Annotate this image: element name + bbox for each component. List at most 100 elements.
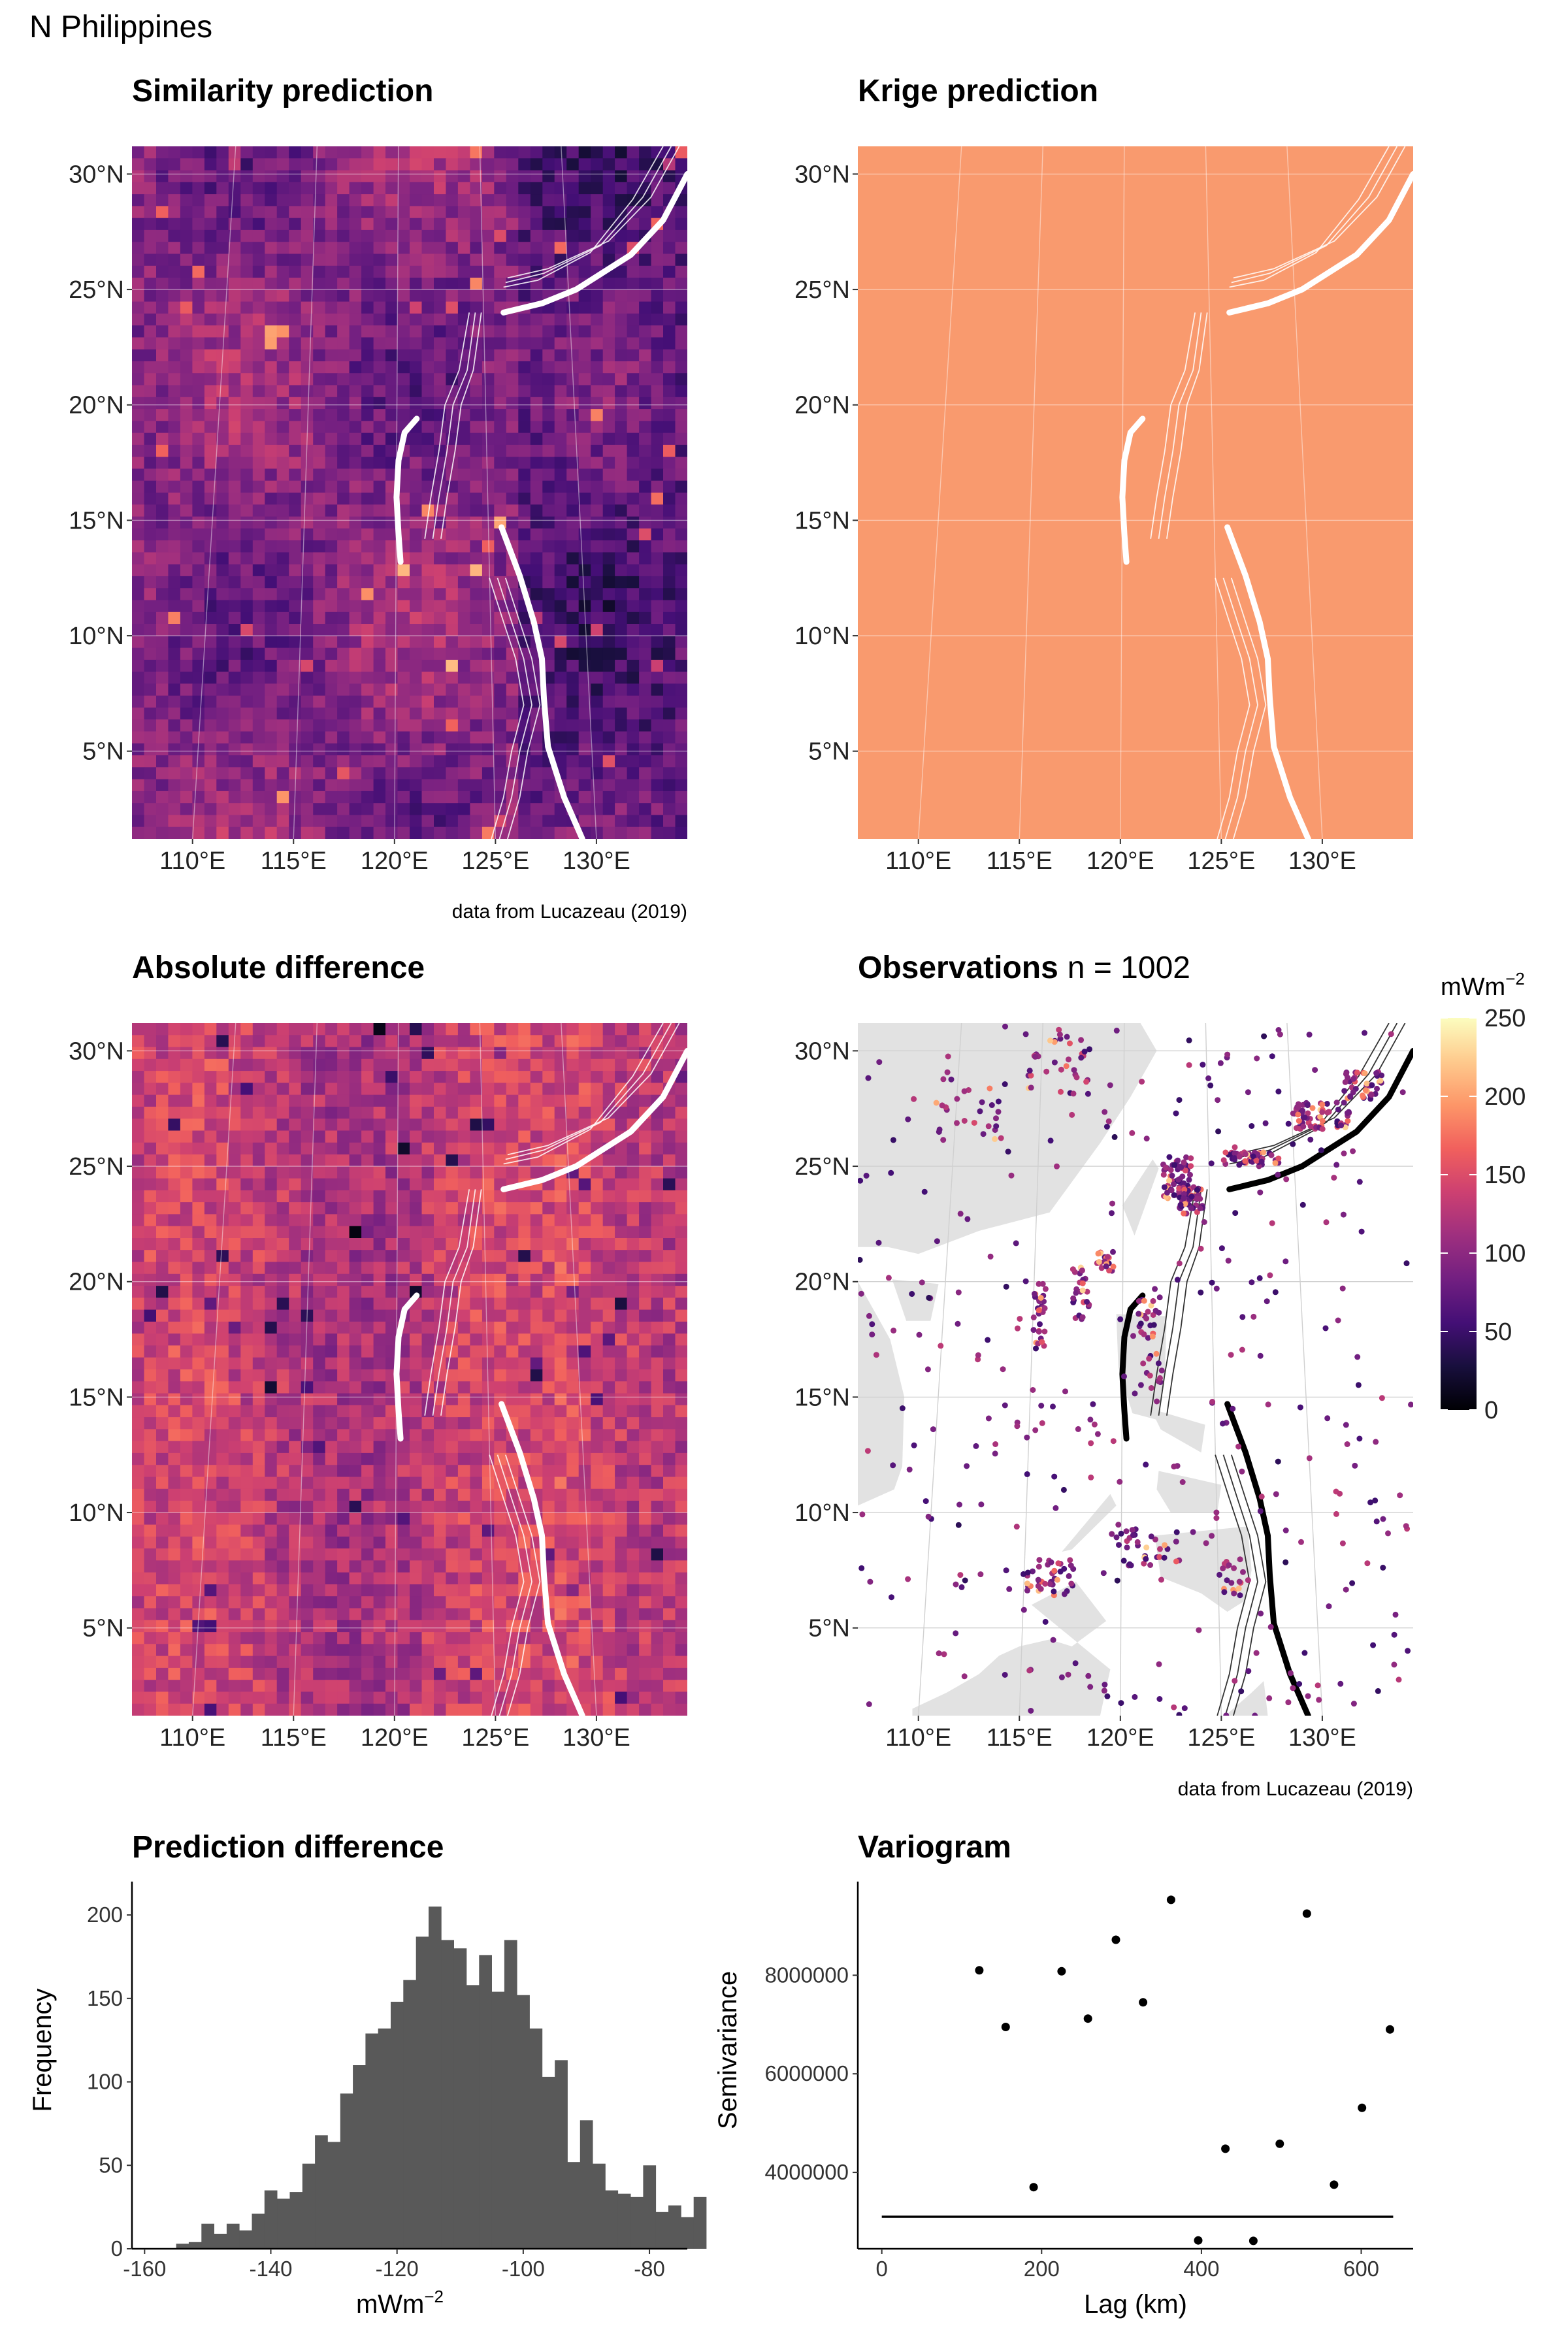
raster-cell: [627, 636, 640, 649]
raster-cell: [204, 1405, 217, 1418]
raster-cell: [542, 1369, 555, 1382]
raster-cell: [470, 600, 483, 613]
raster-cell: [663, 1130, 676, 1143]
raster-cell: [421, 815, 434, 828]
raster-cell: [240, 1154, 253, 1167]
raster-cell: [421, 1488, 434, 1501]
raster-cell: [265, 1202, 278, 1215]
raster-cell: [554, 719, 567, 732]
raster-cell: [168, 1393, 181, 1406]
raster-cell: [385, 1429, 399, 1442]
raster-cell: [325, 731, 338, 744]
raster-cell: [434, 1405, 447, 1418]
raster-cell: [482, 636, 495, 649]
raster-cell: [228, 564, 241, 577]
raster-cell: [542, 1321, 555, 1334]
raster-cell: [132, 1262, 145, 1275]
raster-cell: [168, 468, 181, 482]
raster-cell: [252, 1058, 265, 1071]
raster-cell: [627, 1429, 640, 1442]
raster-cell: [337, 1202, 350, 1215]
raster-cell: [252, 1286, 265, 1298]
raster-cell: [168, 624, 181, 636]
raster-cell: [216, 719, 229, 732]
raster-cell: [421, 457, 434, 470]
raster-cell: [144, 612, 157, 625]
raster-cell: [385, 791, 399, 804]
raster-cell: [566, 397, 580, 410]
raster-cell: [144, 1262, 157, 1275]
raster-cell: [639, 1465, 652, 1478]
raster-cell: [228, 218, 241, 231]
raster-cell: [602, 1154, 615, 1167]
raster-cell: [252, 206, 265, 219]
raster-cell: [446, 1178, 459, 1191]
raster-cell: [566, 1214, 580, 1227]
raster-cell: [349, 516, 362, 529]
raster-cell: [252, 218, 265, 231]
raster-cell: [542, 229, 555, 242]
raster-cell: [216, 755, 229, 768]
raster-cell: [252, 158, 265, 171]
raster-cell: [349, 1226, 362, 1239]
raster-cell: [482, 779, 495, 792]
raster-cell: [397, 1071, 410, 1083]
raster-cell: [325, 636, 338, 649]
raster-cell: [675, 1452, 687, 1465]
raster-cell: [168, 253, 181, 267]
raster-cell: [276, 170, 289, 183]
raster-cell: [192, 1321, 205, 1334]
raster-cell: [385, 659, 399, 672]
raster-cell: [156, 493, 169, 505]
raster-cell: [615, 1178, 628, 1191]
raster-cell: [410, 385, 423, 398]
raster-cell: [325, 540, 338, 553]
raster-cell: [252, 1094, 265, 1107]
raster-cell: [518, 337, 531, 350]
raster-cell: [204, 397, 217, 410]
raster-cell: [361, 1584, 374, 1597]
raster-cell: [276, 1488, 289, 1501]
raster-cell: [434, 146, 447, 159]
raster-cell: [132, 289, 145, 302]
raster-cell: [192, 683, 205, 696]
raster-cell: [144, 1417, 157, 1429]
raster-cell: [663, 1333, 676, 1347]
raster-cell: [313, 1393, 326, 1406]
raster-cell: [325, 708, 338, 720]
raster-cell: [216, 1381, 229, 1394]
raster-cell: [192, 1142, 205, 1155]
raster-cell: [578, 1584, 591, 1597]
raster-cell: [337, 695, 350, 708]
raster-cell: [361, 612, 374, 625]
raster-cell: [651, 564, 664, 577]
raster-cell: [591, 636, 604, 649]
raster-cell: [494, 719, 507, 732]
raster-cell: [325, 253, 338, 267]
raster-cell: [265, 325, 278, 338]
raster-cell: [615, 1405, 628, 1418]
raster-cell: [337, 1190, 350, 1203]
raster-cell: [349, 1273, 362, 1286]
raster-cell: [421, 1023, 434, 1036]
raster-cell: [518, 1286, 531, 1298]
raster-cell: [132, 421, 145, 434]
raster-cell: [518, 1023, 531, 1036]
raster-cell: [542, 325, 555, 338]
raster-cell: [518, 397, 531, 410]
raster-cell: [168, 170, 181, 183]
raster-cell: [397, 242, 410, 255]
raster-cell: [518, 803, 531, 816]
raster-cell: [325, 504, 338, 517]
raster-cell: [192, 493, 205, 505]
raster-cell: [457, 170, 470, 183]
raster-cell: [446, 1560, 459, 1573]
raster-cell: [216, 1572, 229, 1585]
raster-cell: [651, 504, 664, 517]
raster-cell: [506, 146, 519, 159]
raster-cell: [132, 1190, 145, 1203]
raster-cell: [421, 1405, 434, 1418]
raster-cell: [216, 1178, 229, 1191]
raster-cell: [602, 1333, 615, 1347]
raster-cell: [434, 1083, 447, 1096]
